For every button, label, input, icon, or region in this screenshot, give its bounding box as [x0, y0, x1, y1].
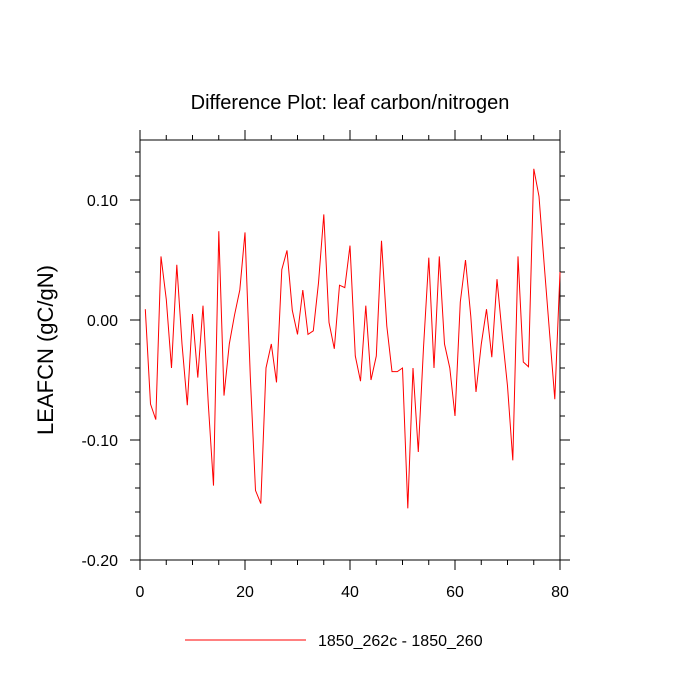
legend: 1850_262c - 1850_260 — [185, 633, 483, 650]
y-tick-label: 0.10 — [87, 193, 118, 210]
legend-label: 1850_262c - 1850_260 — [318, 633, 483, 650]
x-tick-label: 20 — [236, 584, 254, 601]
y-axis-label: LEAFCN (gC/gN) — [33, 265, 58, 435]
y-tick-label: -0.10 — [82, 433, 119, 450]
x-tick-label: 0 — [136, 584, 145, 601]
plot-frame — [139, 139, 561, 561]
y-tick-label: -0.20 — [82, 553, 119, 570]
x-tick-label: 40 — [341, 584, 359, 601]
x-tick-label: 60 — [446, 584, 464, 601]
plot-area: 0 20 40 60 80 -0.20 -0.10 0.00 0.10 — [82, 130, 570, 601]
y-tick-label: 0.00 — [87, 313, 118, 330]
x-tick-label: 80 — [551, 584, 569, 601]
chart-title: Difference Plot: leaf carbon/nitrogen — [191, 92, 510, 114]
series-line — [144, 168, 561, 509]
